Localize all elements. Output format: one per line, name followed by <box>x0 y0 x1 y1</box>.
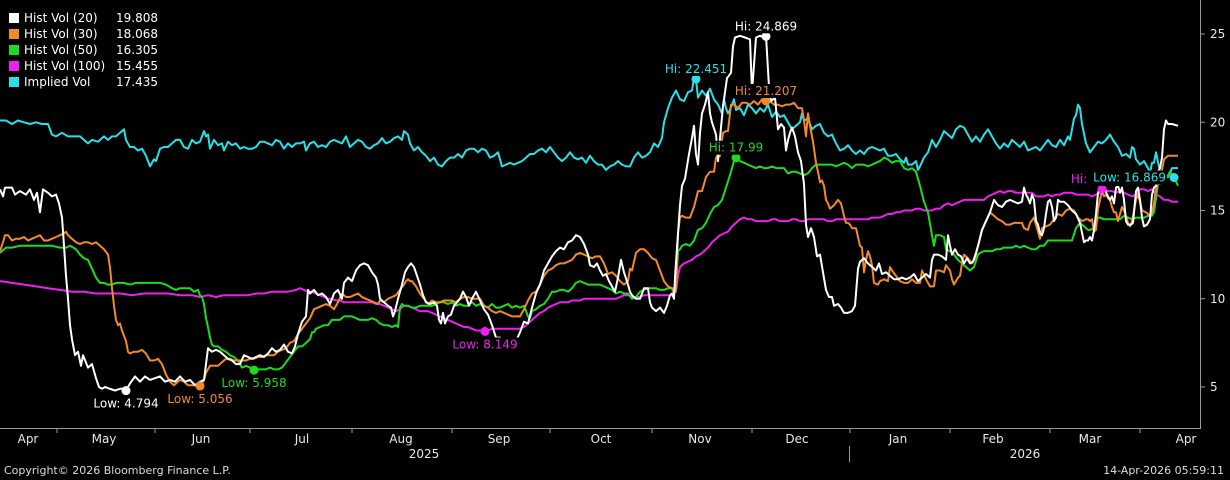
x-tick-label: May <box>92 432 117 446</box>
x-tick-label: Dec <box>785 432 808 446</box>
legend-item: Hist Vol (100) 15.455 <box>8 58 158 74</box>
y-tick-label: 20 <box>1210 115 1225 129</box>
y-tick-label: 10 <box>1210 292 1225 306</box>
legend: Hist Vol (20) 19.808 Hist Vol (30) 18.068 Hi… <box>6 8 162 92</box>
annotation-bg <box>92 396 160 411</box>
annotation-bg <box>451 337 519 352</box>
legend-item: Hist Vol (50) 16.305 <box>8 42 158 58</box>
legend-series-name: Hist Vol (30) <box>24 27 98 41</box>
series-line-implied-vol <box>0 77 1178 178</box>
x-tick-label: Mar <box>1079 432 1102 446</box>
x-tick-label: Aug <box>389 432 412 446</box>
series-line-hist-vol-100 <box>0 188 1178 332</box>
annotation-label: Low: 8.149 <box>452 337 517 351</box>
annotation-bg <box>1092 170 1167 185</box>
legend-series-name: Hist Vol (20) <box>24 11 98 25</box>
annotation-label: Low: 5.056 <box>167 392 232 406</box>
extreme-marker <box>195 381 205 391</box>
legend-last-value: 15.455 <box>116 59 158 73</box>
annotation-label: Low: 4.794 <box>93 397 158 411</box>
annotation-label: Low: 16.869 <box>1093 171 1166 185</box>
extreme-marker <box>480 326 490 336</box>
annotation-label: Hi: 24.869 <box>735 19 797 33</box>
annotation-bg <box>733 83 799 98</box>
y-tick-label: 5 <box>1210 380 1218 394</box>
legend-swatch <box>8 12 20 24</box>
legend-swatch <box>8 60 20 72</box>
chart-background <box>0 0 1230 462</box>
legend-last-value: 19.808 <box>116 11 158 25</box>
x-tick-label: Apr <box>1176 432 1197 446</box>
legend-series-name: Hist Vol (100) <box>24 59 106 73</box>
extreme-marker <box>691 74 701 84</box>
annotation-label: Hi: 22.451 <box>665 62 727 76</box>
x-tick-label: Oct <box>591 432 612 446</box>
extreme-marker <box>121 386 131 396</box>
extreme-marker <box>761 31 771 41</box>
legend-last-value: 17.435 <box>116 75 158 89</box>
year-label: 2026 <box>1010 447 1041 461</box>
legend-swatch <box>8 44 20 56</box>
annotation-bg <box>663 61 729 76</box>
annotation-label: Low: 5.958 <box>221 376 286 390</box>
annotation-label: Hi: 21.207 <box>735 84 797 98</box>
extreme-marker <box>731 153 741 163</box>
volatility-chart: Hi: 24.869 Hi: 22.451 Hi: 21.207 Hi: 17.99 H… <box>0 0 1230 462</box>
extreme-marker <box>761 96 771 106</box>
extreme-marker <box>249 365 259 375</box>
legend-series-name: Hist Vol (50) <box>24 43 98 57</box>
x-tick-label: Apr <box>18 432 39 446</box>
legend-series-name: Implied Vol <box>24 75 91 89</box>
annotation-bg <box>707 140 765 155</box>
x-tick-label: Sep <box>488 432 511 446</box>
series-line-hist-vol-50 <box>0 156 1179 371</box>
legend-item: Hist Vol (30) 18.068 <box>8 26 158 42</box>
y-tick-label: 15 <box>1210 204 1225 218</box>
legend-item: Hist Vol (20) 19.808 <box>8 10 158 26</box>
annotation-bg <box>733 19 799 34</box>
series-line-hist-vol-20 <box>0 34 1179 392</box>
legend-swatch <box>8 76 20 88</box>
footer: Copyright© 2026 Bloomberg Finance L.P. 1… <box>0 462 1230 480</box>
annotation-bg <box>166 392 234 407</box>
timestamp-text: 14-Apr-2026 05:59:11 <box>1103 464 1224 477</box>
extreme-marker <box>1169 173 1179 183</box>
y-tick-label: 25 <box>1210 27 1225 41</box>
copyright-text: Copyright© 2026 Bloomberg Finance L.P. <box>4 464 231 477</box>
legend-last-value: 18.068 <box>116 27 158 41</box>
x-tick-label: Jun <box>191 432 211 446</box>
legend-swatch <box>8 28 20 40</box>
annotation-bg <box>220 376 288 391</box>
x-tick-label: Nov <box>688 432 711 446</box>
legend-item: Implied Vol 17.435 <box>8 74 158 90</box>
extreme-marker <box>1097 184 1107 194</box>
year-label: 2025 <box>409 447 440 461</box>
annotation-label: Hi: 17.99 <box>709 141 764 155</box>
x-tick-label: Jul <box>294 432 309 446</box>
legend-last-value: 16.305 <box>116 43 158 57</box>
x-tick-label: Jan <box>888 432 908 446</box>
x-tick-label: Feb <box>982 432 1003 446</box>
